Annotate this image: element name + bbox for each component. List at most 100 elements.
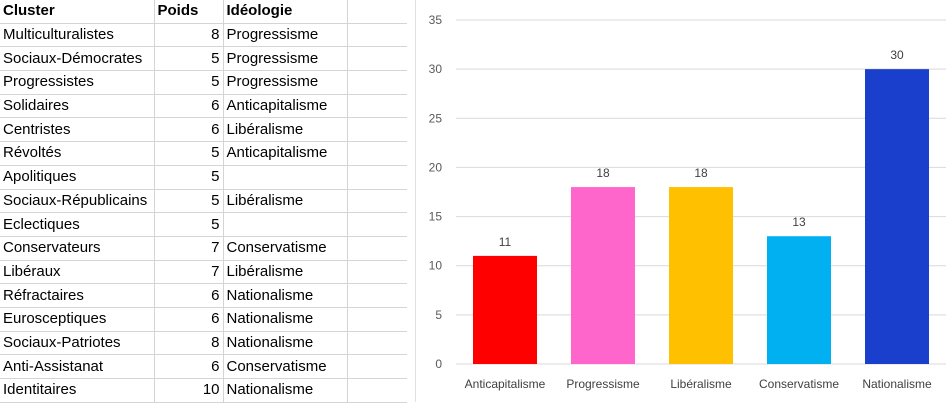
empty-cell[interactable]: [347, 307, 407, 332]
cell-ideologie[interactable]: Conservatisme: [223, 354, 348, 379]
bar-conservatisme: [767, 236, 831, 364]
cell-ideologie[interactable]: Libéralisme: [223, 189, 348, 214]
cell-poids[interactable]: 5: [154, 141, 224, 166]
cell-poids[interactable]: 6: [154, 117, 224, 143]
cell-poids[interactable]: 5: [154, 212, 224, 237]
y-tick-label: 15: [429, 210, 443, 224]
header-ideologie[interactable]: Idéologie: [223, 0, 348, 24]
empty-cell[interactable]: [347, 70, 407, 95]
data-label: 13: [792, 215, 806, 229]
table-row: Identitaires 10 Nationalisme: [0, 378, 407, 403]
cell-poids[interactable]: 8: [154, 23, 224, 48]
cell-cluster[interactable]: Eurosceptiques: [0, 307, 155, 332]
cell-poids[interactable]: 5: [154, 189, 224, 214]
bar-nationalisme: [865, 69, 929, 365]
cell-ideologie[interactable]: Anticapitalisme: [223, 94, 348, 119]
cell-cluster[interactable]: Conservateurs: [0, 236, 155, 261]
cell-ideologie[interactable]: Nationalisme: [223, 283, 348, 308]
table-row: Centristes 6 Libéralisme: [0, 117, 407, 143]
cell-poids[interactable]: 7: [154, 236, 224, 261]
cell-poids[interactable]: 5: [154, 70, 224, 95]
y-tick-label: 35: [429, 13, 443, 27]
cell-ideologie[interactable]: Anticapitalisme: [223, 141, 348, 166]
data-label: 30: [890, 48, 904, 62]
cell-poids[interactable]: 10: [154, 378, 224, 403]
x-tick-label: Conservatisme: [759, 377, 839, 391]
cell-poids[interactable]: 6: [154, 94, 224, 119]
table-row: Réfractaires 6 Nationalisme: [0, 283, 407, 308]
cell-poids[interactable]: 6: [154, 283, 224, 308]
table-row: Anti-Assistanat 6 Conservatisme: [0, 354, 407, 379]
cell-cluster[interactable]: Identitaires: [0, 378, 155, 403]
cell-cluster[interactable]: Centristes: [0, 117, 155, 143]
cell-poids[interactable]: 8: [154, 331, 224, 356]
cell-cluster[interactable]: Progressistes: [0, 70, 155, 95]
cell-cluster[interactable]: Multiculturalistes: [0, 23, 155, 48]
cell-ideologie[interactable]: Progressisme: [223, 70, 348, 95]
cell-poids[interactable]: 6: [154, 307, 224, 332]
cell-ideologie[interactable]: Nationalisme: [223, 378, 348, 403]
cell-ideologie[interactable]: [223, 165, 348, 190]
cell-ideologie[interactable]: Progressisme: [223, 46, 348, 72]
spreadsheet-table: Cluster Poids Idéologie Multiculturalist…: [0, 0, 407, 403]
cell-cluster[interactable]: Révoltés: [0, 141, 155, 166]
cell-cluster[interactable]: Sociaux-Démocrates: [0, 46, 155, 72]
cell-cluster[interactable]: Eclectiques: [0, 212, 155, 237]
empty-cell[interactable]: [347, 283, 407, 308]
data-label: 11: [499, 235, 512, 249]
cell-ideologie[interactable]: [223, 212, 348, 237]
bar-chart[interactable]: 0 5 10 15 20 25 30 35 11 Anticapitalisme 18 Progres…: [415, 0, 951, 402]
empty-cell[interactable]: [347, 94, 407, 119]
y-tick-label: 0: [435, 357, 442, 371]
cell-poids[interactable]: 5: [154, 165, 224, 190]
table-row: Libéraux 7 Libéralisme: [0, 260, 407, 285]
x-tick-label: Anticapitalisme: [465, 377, 546, 391]
header-poids[interactable]: Poids: [154, 0, 224, 24]
empty-cell[interactable]: [347, 260, 407, 285]
cell-cluster[interactable]: Anti-Assistanat: [0, 354, 155, 379]
cell-ideologie[interactable]: Nationalisme: [223, 331, 348, 356]
cell-ideologie[interactable]: Nationalisme: [223, 307, 348, 332]
empty-cell[interactable]: [347, 236, 407, 261]
empty-cell[interactable]: [347, 141, 407, 166]
empty-cell[interactable]: [347, 117, 407, 143]
empty-cell[interactable]: [347, 378, 407, 403]
empty-cell[interactable]: [347, 331, 407, 356]
cell-poids[interactable]: 5: [154, 46, 224, 72]
cell-ideologie[interactable]: Libéralisme: [223, 117, 348, 143]
cell-cluster[interactable]: Sociaux-Patriotes: [0, 331, 155, 356]
empty-cell[interactable]: [347, 165, 407, 190]
empty-cell[interactable]: [347, 212, 407, 237]
table-row: Sociaux-Démocrates 5 Progressisme: [0, 46, 407, 72]
y-tick-label: 20: [429, 160, 443, 174]
cell-ideologie[interactable]: Conservatisme: [223, 236, 348, 261]
table-row: Conservateurs 7 Conservatisme: [0, 236, 407, 261]
cell-cluster[interactable]: Apolitiques: [0, 165, 155, 190]
empty-cell[interactable]: [347, 189, 407, 214]
empty-header-cell[interactable]: [347, 0, 407, 24]
x-tick-label: Libéralisme: [670, 377, 732, 391]
empty-cell[interactable]: [347, 46, 407, 72]
cell-ideologie[interactable]: Libéralisme: [223, 260, 348, 285]
cell-cluster[interactable]: Solidaires: [0, 94, 155, 119]
table-row: Révoltés 5 Anticapitalisme: [0, 141, 407, 166]
table-row: Progressistes 5 Progressisme: [0, 70, 407, 95]
cell-cluster[interactable]: Réfractaires: [0, 283, 155, 308]
data-label: 18: [596, 166, 610, 180]
empty-cell[interactable]: [347, 23, 407, 48]
header-cluster[interactable]: Cluster: [0, 0, 155, 24]
y-tick-label: 10: [429, 259, 443, 273]
cell-poids[interactable]: 7: [154, 260, 224, 285]
table-row: Multiculturalistes 8 Progressisme: [0, 23, 407, 48]
cell-cluster[interactable]: Sociaux-Républicains: [0, 189, 155, 214]
bar-progressisme: [571, 187, 635, 364]
cell-poids[interactable]: 6: [154, 354, 224, 379]
data-label: 18: [694, 166, 708, 180]
table-row: Apolitiques 5: [0, 165, 407, 190]
y-tick-label: 5: [435, 308, 442, 322]
cell-ideologie[interactable]: Progressisme: [223, 23, 348, 48]
bar-chart-svg: 0 5 10 15 20 25 30 35 11 Anticapitalisme 18 Progres…: [429, 13, 946, 391]
bar-anticapitalisme: [473, 255, 537, 364]
empty-cell[interactable]: [347, 354, 407, 379]
cell-cluster[interactable]: Libéraux: [0, 260, 155, 285]
